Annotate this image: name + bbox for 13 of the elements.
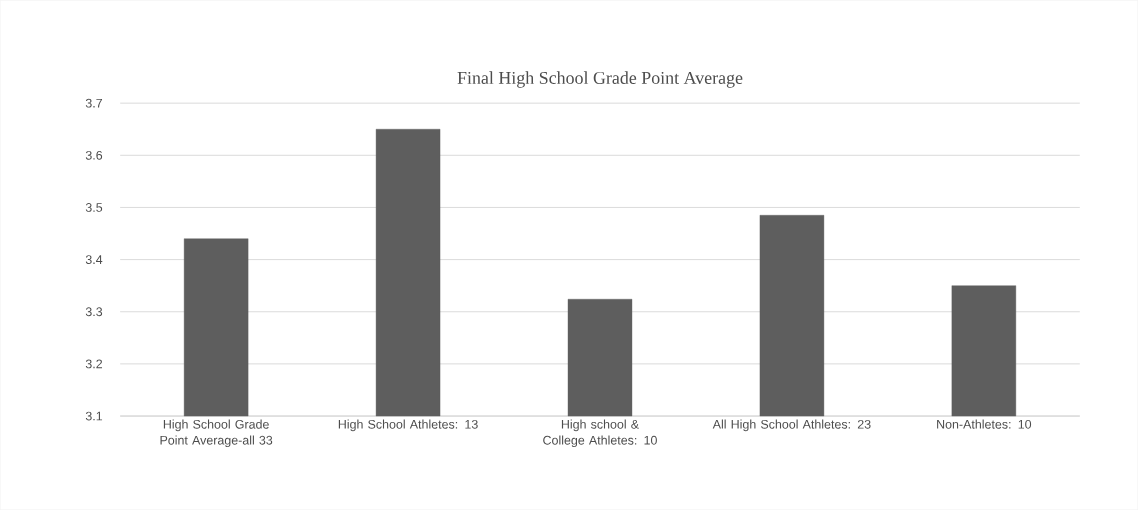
- y-tick-label: 3.4: [85, 255, 103, 264]
- y-tick-label: 3.1: [85, 411, 103, 421]
- x-tick-label: All High School Athletes: 23: [712, 419, 871, 432]
- y-tick-label: 3.7: [85, 98, 103, 108]
- y-tick-label: 3.2: [85, 359, 103, 369]
- y-tick-label: 3.3: [85, 307, 103, 317]
- y-tick-label: 3.5: [85, 202, 103, 212]
- y-tick-label: 3.6: [85, 150, 103, 160]
- chart-title: Final High School Grade Point Average: [457, 71, 743, 88]
- x-tick-label: High School Athletes: 13: [338, 419, 478, 432]
- x-tick-label: High school & College Athletes: 10: [543, 419, 657, 447]
- x-tick-label: High School Grade Point Average-all 33: [160, 419, 273, 447]
- x-tick-label: Non-Athletes: 10: [937, 419, 1032, 429]
